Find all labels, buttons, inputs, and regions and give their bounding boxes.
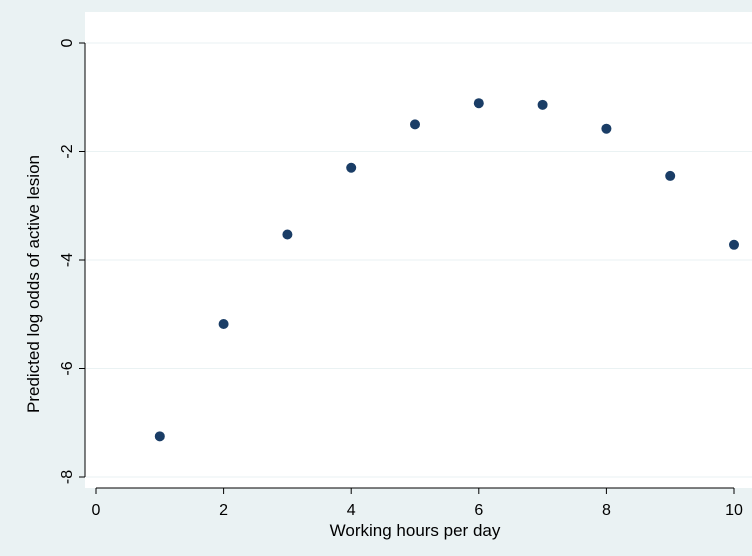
plot-area [85,12,752,488]
y-ticks: 0 -2 -4 -6 -8 [59,38,85,484]
data-point [665,170,676,181]
data-point [729,239,739,250]
data-point [537,99,548,110]
data-point [218,319,229,330]
y-tick-label: 0 [59,38,76,47]
data-point [346,162,357,173]
y-tick-label: -6 [59,361,76,375]
data-point [473,98,484,109]
data-point [154,431,165,442]
x-tick-label: 6 [474,502,483,519]
x-axis-title: Working hours per day [330,521,501,540]
data-point [601,123,612,134]
data-points [154,98,739,442]
x-tick-label: 8 [602,502,611,519]
data-point [410,119,420,130]
x-tick-label: 0 [92,502,101,519]
y-tick-label: -4 [59,253,76,267]
x-tick-label: 4 [347,502,356,519]
gridlines [86,42,752,478]
data-point [282,229,293,240]
y-tick-label: -8 [59,470,76,484]
y-axis-title: Predicted log odds of active lesion [24,155,43,413]
y-tick-label: -2 [59,144,76,158]
x-ticks: 0 2 4 6 8 10 [92,488,743,519]
x-tick-label: 10 [725,502,743,519]
x-tick-label: 2 [219,502,228,519]
